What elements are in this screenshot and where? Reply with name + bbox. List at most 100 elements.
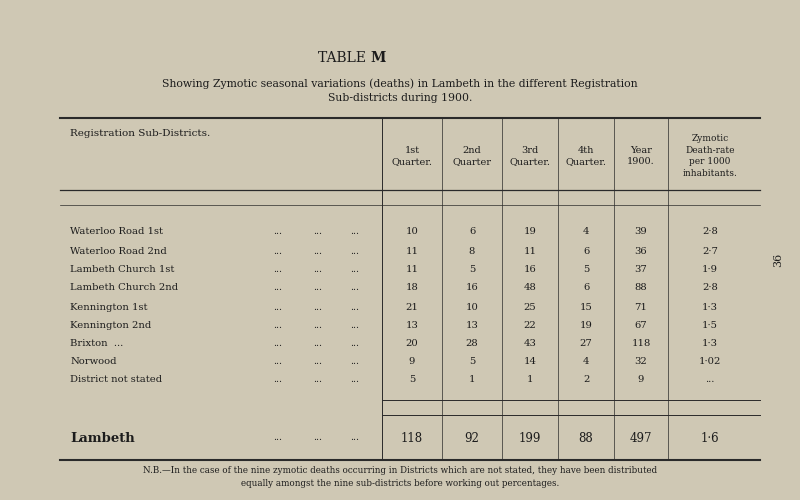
Text: 1·02: 1·02 xyxy=(699,356,721,366)
Text: 15: 15 xyxy=(579,302,593,312)
Text: ...: ... xyxy=(314,228,322,236)
Text: 2: 2 xyxy=(583,374,589,384)
Text: 13: 13 xyxy=(406,320,418,330)
Text: 37: 37 xyxy=(634,266,647,274)
Text: 13: 13 xyxy=(466,320,478,330)
Text: 497: 497 xyxy=(630,432,652,444)
Text: ...: ... xyxy=(314,302,322,312)
Text: 1·3: 1·3 xyxy=(702,302,718,312)
Text: Showing Zymotic seasonal variations (deaths) in Lambeth in the different Registr: Showing Zymotic seasonal variations (dea… xyxy=(162,78,638,104)
Text: ...: ... xyxy=(350,228,359,236)
Text: 5: 5 xyxy=(583,266,589,274)
Text: 67: 67 xyxy=(634,320,647,330)
Text: 88: 88 xyxy=(634,284,647,292)
Text: Waterloo Road 1st: Waterloo Road 1st xyxy=(70,228,163,236)
Text: .: . xyxy=(382,51,386,65)
Text: 1st
Quarter.: 1st Quarter. xyxy=(391,146,433,166)
Text: 3rd
Quarter.: 3rd Quarter. xyxy=(510,146,550,166)
Text: ...: ... xyxy=(350,284,359,292)
Text: ...: ... xyxy=(314,320,322,330)
Text: 11: 11 xyxy=(406,248,418,256)
Text: 16: 16 xyxy=(466,284,478,292)
Text: 118: 118 xyxy=(401,432,423,444)
Text: N.B.—In the case of the nine zymotic deaths occurring in Districts which are not: N.B.—In the case of the nine zymotic dea… xyxy=(143,466,657,487)
Text: ...: ... xyxy=(350,338,359,347)
Text: 22: 22 xyxy=(524,320,536,330)
Text: 1: 1 xyxy=(469,374,475,384)
Text: Kennington 1st: Kennington 1st xyxy=(70,302,147,312)
Text: ...: ... xyxy=(350,302,359,312)
Text: 1: 1 xyxy=(526,374,534,384)
Text: ...: ... xyxy=(274,338,282,347)
Text: 1·3: 1·3 xyxy=(702,338,718,347)
Text: 92: 92 xyxy=(465,432,479,444)
Text: ...: ... xyxy=(274,434,282,442)
Text: Kennington 2nd: Kennington 2nd xyxy=(70,320,151,330)
Text: 5: 5 xyxy=(469,266,475,274)
Text: Lambeth: Lambeth xyxy=(70,432,134,444)
Text: Zymotic
Death-rate
per 1000
inhabitants.: Zymotic Death-rate per 1000 inhabitants. xyxy=(682,134,738,178)
Text: 19: 19 xyxy=(579,320,593,330)
Text: 19: 19 xyxy=(523,228,537,236)
Text: 16: 16 xyxy=(524,266,536,274)
Text: ...: ... xyxy=(706,374,714,384)
Text: ...: ... xyxy=(274,356,282,366)
Text: ...: ... xyxy=(314,434,322,442)
Text: Brixton  ...: Brixton ... xyxy=(70,338,123,347)
Text: ...: ... xyxy=(274,374,282,384)
Text: ...: ... xyxy=(350,356,359,366)
Text: ...: ... xyxy=(274,266,282,274)
Text: 6: 6 xyxy=(583,284,589,292)
Text: 39: 39 xyxy=(634,228,647,236)
Text: ...: ... xyxy=(274,248,282,256)
Text: 10: 10 xyxy=(466,302,478,312)
Text: 27: 27 xyxy=(580,338,592,347)
Text: 5: 5 xyxy=(409,374,415,384)
Text: 25: 25 xyxy=(524,302,536,312)
Text: 20: 20 xyxy=(406,338,418,347)
Text: 9: 9 xyxy=(638,374,644,384)
Text: ...: ... xyxy=(314,374,322,384)
Text: 5: 5 xyxy=(469,356,475,366)
Text: 2·8: 2·8 xyxy=(702,228,718,236)
Text: Lambeth Church 2nd: Lambeth Church 2nd xyxy=(70,284,178,292)
Text: 10: 10 xyxy=(406,228,418,236)
Text: ...: ... xyxy=(274,228,282,236)
Text: ...: ... xyxy=(350,266,359,274)
Text: 6: 6 xyxy=(583,248,589,256)
Text: 2·8: 2·8 xyxy=(702,284,718,292)
Text: 118: 118 xyxy=(631,338,650,347)
Text: 28: 28 xyxy=(466,338,478,347)
Text: ...: ... xyxy=(274,302,282,312)
Text: 36: 36 xyxy=(773,253,783,267)
Text: ...: ... xyxy=(314,356,322,366)
Text: Norwood: Norwood xyxy=(70,356,117,366)
Text: Year
1900.: Year 1900. xyxy=(627,146,655,166)
Text: 2nd
Quarter: 2nd Quarter xyxy=(453,146,491,166)
Text: ...: ... xyxy=(274,284,282,292)
Text: 21: 21 xyxy=(406,302,418,312)
Text: ...: ... xyxy=(314,284,322,292)
Text: 48: 48 xyxy=(523,284,537,292)
Text: 4: 4 xyxy=(582,356,590,366)
Text: 32: 32 xyxy=(634,356,647,366)
Text: 18: 18 xyxy=(406,284,418,292)
Text: 1·9: 1·9 xyxy=(702,266,718,274)
Text: ...: ... xyxy=(350,320,359,330)
Text: 36: 36 xyxy=(634,248,647,256)
Text: ...: ... xyxy=(314,248,322,256)
Text: ...: ... xyxy=(350,374,359,384)
Text: 11: 11 xyxy=(406,266,418,274)
Text: 9: 9 xyxy=(409,356,415,366)
Text: Lambeth Church 1st: Lambeth Church 1st xyxy=(70,266,174,274)
Text: 1·5: 1·5 xyxy=(702,320,718,330)
Text: ...: ... xyxy=(314,266,322,274)
Text: 1·6: 1·6 xyxy=(701,432,719,444)
Text: District not stated: District not stated xyxy=(70,374,162,384)
Text: TABLE: TABLE xyxy=(318,51,370,65)
Text: 6: 6 xyxy=(469,228,475,236)
Text: Waterloo Road 2nd: Waterloo Road 2nd xyxy=(70,248,166,256)
Text: 2·7: 2·7 xyxy=(702,248,718,256)
Text: 11: 11 xyxy=(523,248,537,256)
Text: 4th
Quarter.: 4th Quarter. xyxy=(566,146,606,166)
